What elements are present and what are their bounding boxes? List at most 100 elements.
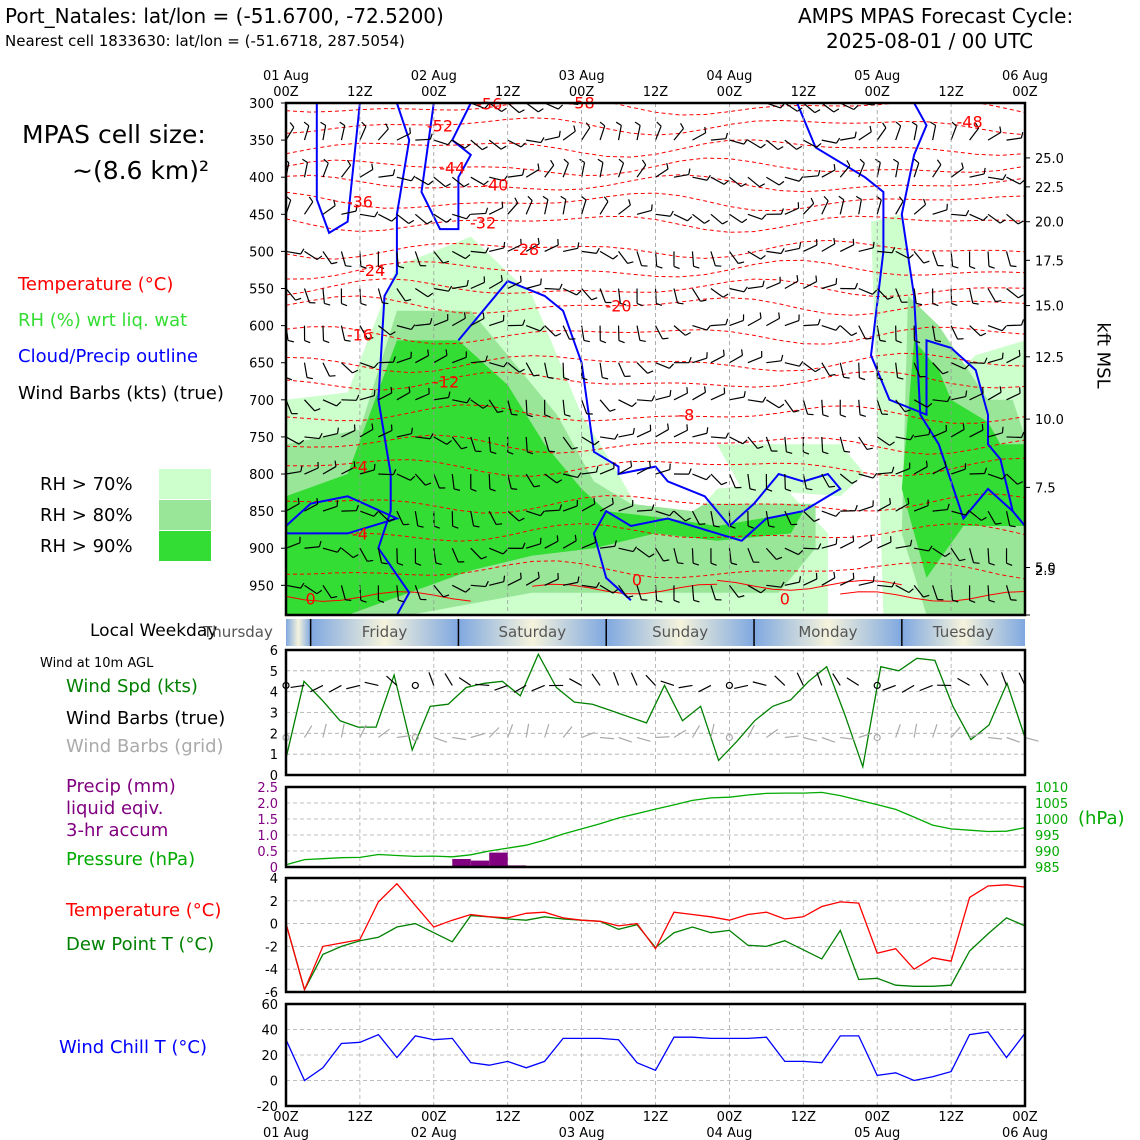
wind-barb-staff [987, 585, 990, 601]
wind-barb-staff [950, 468, 966, 475]
wind-barb-staff [950, 362, 965, 370]
wind-barb-staff [618, 251, 629, 264]
wind-barb-flag [627, 261, 634, 264]
wind-barb-flag [345, 265, 352, 268]
wind-barb-flag [503, 575, 506, 582]
wind-barb-flag [780, 208, 785, 215]
wind-barb-staff [507, 510, 520, 522]
weekday-band [901, 619, 1025, 646]
wind-barb-flag [522, 319, 526, 326]
wind-barb-flag [518, 109, 525, 114]
wind-barb-flag [480, 556, 487, 560]
wind-barb-flag [636, 85, 641, 89]
wind-barb-staff [673, 103, 675, 104]
wind-barb-true [725, 681, 734, 690]
wind-barb-flag [777, 146, 784, 151]
wind-barb-staff [858, 287, 873, 295]
wind-barb-flag [1026, 563, 1032, 565]
cloud-outline [286, 495, 400, 535]
wind-barb-staff [987, 432, 1003, 438]
wind-barb-flag [759, 183, 766, 188]
wind-barb-staff [692, 132, 706, 141]
cloud-outline [796, 103, 1025, 527]
wind-barb-staff [322, 325, 325, 341]
wind-barb-flag [865, 337, 872, 340]
wind-barb-flag [677, 302, 684, 305]
wind-barb-staff [286, 436, 300, 445]
wind-barb-flag [448, 285, 453, 292]
pressure-panel-ytick-label: 995 [1035, 829, 1060, 844]
pressure-panel-ytick-label: 1005 [1035, 797, 1068, 812]
wind-barb-staff [286, 288, 296, 301]
wind-barb-staff [655, 362, 670, 369]
wind-barb-true [734, 684, 749, 690]
wind-barb-flag [882, 122, 887, 129]
wind-barb-flag [577, 576, 580, 583]
wind-barb-staff [932, 362, 944, 375]
isotherm-label: 0 [306, 590, 316, 609]
wind-barb-staff [600, 103, 602, 104]
wind-speed-label: Wind Spd (kts) [66, 676, 198, 697]
wind-barb-staff [876, 541, 892, 549]
wind-barb-flag [579, 158, 585, 164]
wind-barb-flag [999, 219, 1006, 224]
wind-barb-flag [969, 265, 976, 270]
precip-bar [452, 859, 471, 867]
wind-barb-flag [580, 195, 587, 201]
wind-barb-staff [562, 287, 577, 296]
wind-barb-grid [359, 724, 367, 738]
bottom-date-tick-label: 06 Aug [1002, 1126, 1048, 1140]
wind-barb-flag [339, 121, 346, 126]
cloud-outline [315, 103, 361, 235]
legend-temperature: Temperature (°C) [18, 274, 174, 295]
wind-barb-staff [710, 511, 715, 526]
wind-barb-staff [821, 243, 836, 252]
wind-barb-flag [798, 360, 804, 367]
wind-barb-flag [817, 169, 821, 176]
bottom-date-tick-label: 05 Aug [854, 1126, 900, 1140]
wind-barb-staff [377, 510, 390, 522]
wind-barb-flag [603, 196, 609, 202]
wind-barb-staff [433, 396, 449, 401]
precip-bar [470, 860, 490, 867]
top-time-tick-label: 12Z [495, 85, 521, 100]
wind-barb-staff [562, 436, 573, 450]
wind-barbs-grid-label: Wind Barbs (grid) [66, 736, 224, 757]
wind-barb-true [882, 684, 896, 691]
wind-barb-grid [950, 726, 961, 738]
wind-barb-staff [396, 510, 404, 525]
wind-barb-flag [520, 572, 522, 579]
wind-barb-flag [1020, 431, 1025, 438]
wind-barb-flag [961, 162, 964, 169]
wind-barb-staff [784, 176, 800, 182]
wind-barb-flag [869, 125, 872, 132]
wind-barb-flag [897, 377, 904, 380]
wind-barb-staff [876, 503, 891, 512]
wind-barb-staff [839, 473, 853, 484]
wind-barb-staff [562, 399, 566, 415]
wind-barb-flag [511, 413, 518, 416]
wind-barb-flag [814, 109, 821, 114]
wind-barb-staff [378, 429, 393, 438]
wind-barb-staff [433, 473, 440, 489]
wind-barb-flag [373, 511, 379, 517]
wind-barb-staff [488, 436, 492, 452]
windchill-panel-ytick-label: -20 [257, 1100, 278, 1115]
wind-barb-staff [415, 323, 431, 327]
wind-barb-flag [1010, 599, 1017, 601]
temp-panel-frame [284, 876, 1027, 994]
wind-barb-flag [500, 275, 503, 282]
weekday-band [458, 619, 607, 646]
wind-barb-staff [415, 436, 431, 440]
wind-barb-flag [611, 497, 614, 504]
bottom-time-tick-label: 00Z [864, 1110, 890, 1125]
wind-barb-flag [540, 137, 545, 143]
wind-barb-staff [415, 355, 429, 364]
wind-barb-flag [725, 318, 729, 325]
wind-barb-flag [559, 283, 563, 290]
wind-barb-flag [446, 440, 452, 445]
wind-barb-flag [686, 424, 689, 431]
wind-barb-staff [488, 399, 498, 413]
wind-barb-flag [574, 534, 577, 541]
isotherm-label: -28 [513, 240, 539, 259]
